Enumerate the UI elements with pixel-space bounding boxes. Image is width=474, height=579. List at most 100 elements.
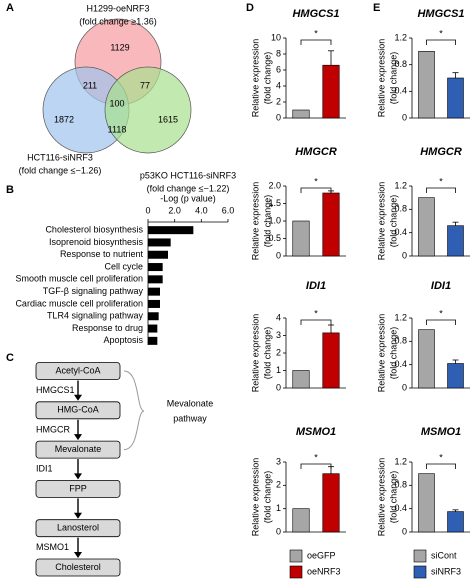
y-tick-label: 0 (276, 250, 281, 260)
legend-label: siCont (431, 550, 457, 560)
pathway-arrowhead (74, 394, 82, 401)
enzyme-label: HMGCR (36, 424, 70, 434)
y-tick-label: 0.8 (394, 204, 407, 214)
bar (148, 275, 163, 284)
bar (148, 336, 158, 345)
significance-star: * (439, 452, 443, 462)
x-axis-title: -Log (p value) (160, 193, 216, 203)
pathway-node-label: Lanosterol (57, 523, 99, 533)
y-tick-label: 2 (276, 96, 281, 106)
bar (322, 332, 340, 389)
bar (447, 225, 464, 257)
legend-swatch (413, 549, 427, 563)
y-axis-title: (fold change) (262, 195, 272, 248)
venn-count: 1872 (54, 114, 74, 124)
category-label: Cell cycle (104, 261, 143, 271)
venn-set-label: H1299-oeNRF3 (86, 3, 149, 13)
y-tick-label: 1 (276, 503, 281, 513)
category-label: Smooth muscle cell proliferation (15, 274, 143, 284)
chart-title: IDI1 (306, 280, 326, 292)
legend-label: oeNRF3 (307, 566, 341, 576)
y-tick-label: 10 (271, 32, 281, 42)
pathway-node (35, 558, 121, 577)
pathway-node-label: Mevalonate (55, 444, 102, 454)
bar (292, 508, 310, 533)
bar (148, 287, 160, 296)
pathway-node (35, 519, 121, 538)
y-axis-title: (fold change) (262, 327, 272, 380)
y-tick-label: 0 (402, 112, 407, 122)
significance-star: * (314, 308, 318, 318)
chart-title: MSMO1 (296, 426, 336, 438)
bracket-label: pathway (173, 413, 207, 423)
category-label: Response to drug (72, 323, 143, 333)
venn-set-sublabel: (fold change ≤−1.26) (19, 165, 102, 175)
bar (322, 473, 340, 533)
y-tick-label: 0.5 (268, 233, 281, 243)
y-tick-label: 2 (276, 347, 281, 357)
y-axis-title: (fold change) (262, 52, 272, 105)
y-tick-label: 0 (276, 526, 281, 536)
panel-letter: E (373, 2, 380, 14)
pathway-arrowhead (74, 473, 82, 480)
significance-bracket (300, 463, 332, 469)
panel-letter: A (6, 2, 14, 14)
venn-count: 1615 (158, 114, 178, 124)
legend-label: oeGFP (307, 550, 336, 560)
y-tick-label: 3 (276, 330, 281, 340)
y-axis-title: Relative expression (250, 182, 260, 261)
bar (418, 329, 435, 389)
bar (292, 220, 310, 257)
enzyme-label: HMGCS1 (36, 385, 75, 395)
pathway-bracket (123, 370, 145, 451)
y-tick-label: 3 (276, 456, 281, 466)
y-axis-title: Relative expression (250, 314, 260, 393)
category-label: Cholesterol biosynthesis (45, 225, 143, 235)
y-axis-title: Relative expression (376, 458, 386, 537)
panel-letter: D (246, 2, 254, 14)
y-tick-label: 2.0 (268, 180, 281, 190)
significance-bracket (426, 463, 456, 469)
y-axis-title: (fold change) (388, 52, 398, 105)
y-tick-label: 0 (276, 382, 281, 392)
bar (418, 51, 435, 119)
x-tick-label: 2.0 (168, 205, 181, 215)
significance-star: * (314, 28, 318, 38)
panel-letter: B (6, 184, 14, 196)
bar (148, 226, 194, 235)
category-label: Response to nutrient (60, 249, 144, 259)
y-tick-label: 0.4 (394, 359, 407, 369)
x-tick-label: 0 (145, 205, 150, 215)
chart-title: HMGCR (295, 146, 337, 158)
panel-letter: C (6, 352, 14, 364)
y-tick-label: 0.4 (394, 503, 407, 513)
y-tick-label: 0.4 (394, 227, 407, 237)
significance-bracket (300, 319, 332, 325)
y-axis-title: Relative expression (376, 39, 386, 118)
chart-title: HMGCR (420, 146, 462, 158)
y-tick-label: 1.2 (394, 456, 407, 466)
x-tick-label: 6.0 (222, 205, 235, 215)
bar (148, 263, 163, 272)
category-label: Apoptosis (103, 335, 143, 345)
significance-star: * (439, 176, 443, 186)
significance-bracket (426, 39, 456, 45)
significance-bracket (426, 187, 456, 193)
venn-count: 77 (140, 80, 150, 90)
y-tick-label: 0.8 (394, 336, 407, 346)
y-tick-label: 0 (276, 112, 281, 122)
pathway-node (35, 479, 121, 498)
bar (447, 511, 464, 533)
enzyme-label: MSMO1 (36, 542, 69, 552)
legend-swatch (289, 565, 303, 579)
significance-star: * (439, 308, 443, 318)
significance-star: * (439, 28, 443, 38)
significance-bracket (426, 319, 456, 325)
significance-bracket (300, 39, 332, 45)
category-label: Isoprenoid biosynthesis (49, 237, 144, 247)
y-tick-label: 1.0 (268, 215, 281, 225)
venn-circle (104, 66, 192, 154)
pathway-arrowhead (74, 552, 82, 558)
bar (322, 64, 340, 119)
